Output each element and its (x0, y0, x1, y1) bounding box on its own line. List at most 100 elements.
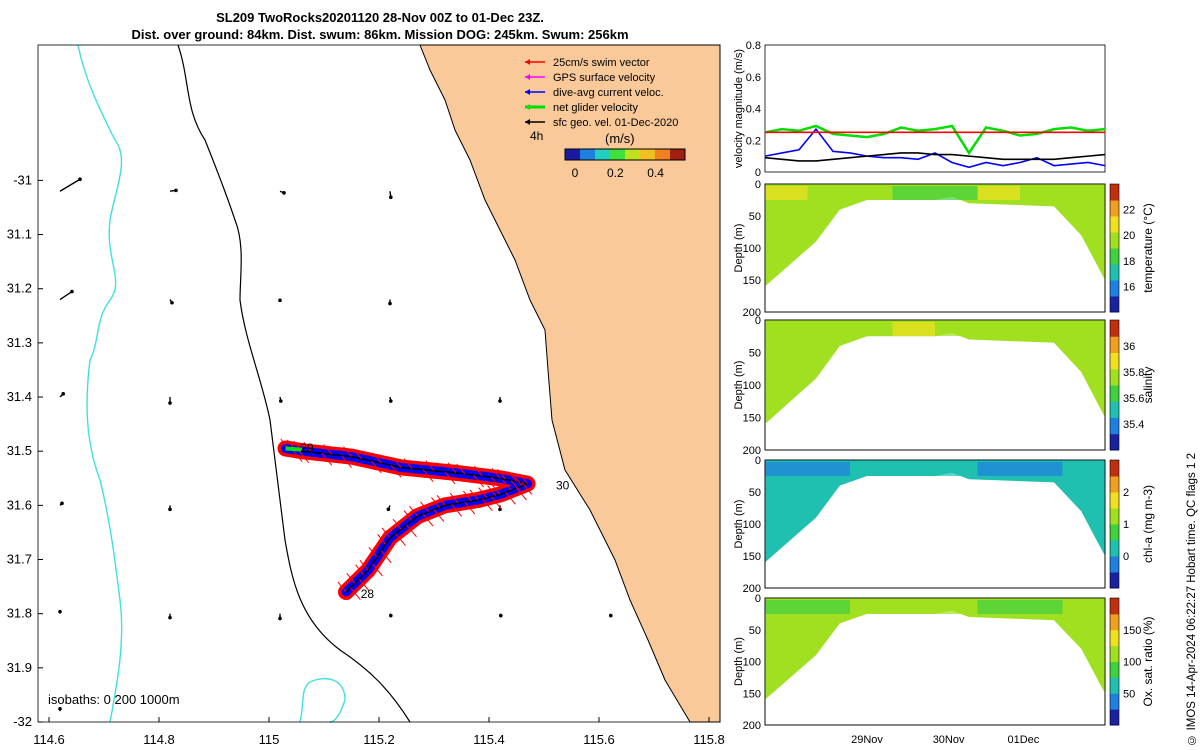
chl-a-colorbar-segment (1110, 540, 1119, 557)
temperature-colorbar-segment (1110, 200, 1119, 217)
chl-a-border (764, 459, 1106, 589)
salinity-ylabel: Depth (m) (733, 361, 745, 410)
oxygen-colorbar-segment (1110, 709, 1119, 726)
swim-vector (444, 471, 456, 485)
geo-vector-head (609, 613, 613, 618)
oxygen-band (765, 600, 808, 614)
day-label: 29 (300, 441, 314, 455)
swim-vector (291, 449, 303, 462)
isobath-1000m (77, 44, 123, 723)
chl-a-colorbar-segment (1110, 572, 1119, 589)
oxygen-band (892, 600, 935, 614)
velocity-series (764, 152, 1106, 162)
salinity-colorbar-segment (1110, 368, 1119, 386)
temperature-band (892, 186, 935, 200)
oxygen-colorbar-segment (1110, 598, 1119, 615)
oxygen-y-tick: 200 (743, 720, 761, 732)
legend-arrowhead (525, 104, 530, 110)
temperature-colorbar-tick: 18 (1123, 256, 1135, 268)
oxygen-ylabel: Depth (m) (733, 637, 745, 686)
chl-a-y-tick: 50 (749, 487, 761, 499)
colorbar-tick: 0 (572, 166, 579, 180)
geo-vector-head (389, 399, 393, 403)
salinity-colorbar-tick: 35.8 (1123, 367, 1144, 379)
chl-a-colorbar-tick: 0 (1123, 551, 1129, 563)
salinity-colorbar-segment (1110, 320, 1119, 337)
y-tick-label: 31.7 (7, 552, 32, 567)
temperature-colorbar-label: temperature (°C) (1141, 203, 1155, 293)
chl-a-y-tick: 200 (743, 583, 761, 595)
swim-vector (513, 475, 523, 487)
swim-vector (303, 441, 313, 453)
legend-label: dive-avg current veloc. (553, 87, 664, 99)
velocity-y-tick: 0.8 (746, 40, 761, 52)
salinity-colorbar-tick: 35.6 (1123, 393, 1144, 405)
salinity-y-tick: 50 (749, 348, 761, 360)
swim-vector (353, 448, 362, 460)
swim-vector (403, 458, 413, 469)
oxygen-band (1020, 600, 1063, 614)
geo-vector-head (168, 507, 172, 512)
colorbar-frame (564, 148, 686, 161)
colorbar-segment (595, 149, 611, 160)
chl-a-colorbar-frame (1109, 459, 1120, 589)
oxygen-band (807, 600, 850, 614)
chl-a-band (892, 462, 935, 476)
swim-vector (341, 455, 352, 468)
geo-vector (59, 290, 73, 301)
salinity-colorbar-segment (1110, 352, 1119, 370)
legend-scale-label: 4h (530, 129, 543, 143)
swim-vector (487, 485, 496, 496)
colorbar-label: (m/s) (605, 131, 635, 146)
footer-credit: © IMOS 14-Apr-2024 06:22:27 Hobart time.… (1186, 453, 1198, 746)
oxygen-colorbar-segment (1110, 645, 1119, 662)
geo-vector-head (58, 609, 62, 614)
chl-a-band (977, 462, 1020, 476)
salinity-colorbar-segment (1110, 401, 1119, 418)
temperature-band (935, 186, 978, 200)
swim-vector (409, 505, 418, 517)
geo-vector-head (78, 177, 82, 182)
chl-a-y-tick: 150 (743, 551, 761, 563)
temperature-y-tick: 50 (749, 211, 761, 223)
geo-vector-head (282, 191, 286, 195)
chl-a-colorbar-segment (1110, 524, 1119, 541)
swim-vector (298, 450, 310, 463)
net-velocity-start (285, 446, 303, 452)
swim-vector (372, 563, 383, 577)
x-tick-label: 115.2 (363, 732, 395, 747)
y-tick-label: 31.1 (7, 227, 32, 242)
chl-a-band (935, 462, 978, 476)
velocity-series (764, 127, 1106, 169)
salinity-colorbar-tick: 36 (1123, 341, 1135, 353)
x-tick-label: 114.8 (143, 732, 175, 747)
temperature-colorbar-segment (1110, 184, 1119, 201)
colorbar-tick: 0.4 (647, 166, 664, 180)
temperature-colorbar-segment (1110, 280, 1119, 297)
swim-vector (490, 476, 502, 490)
y-tick-label: 31.2 (7, 281, 32, 296)
chart-title-line1: SL209 TwoRocks20201120 28-Nov 00Z to 01-… (216, 10, 544, 25)
oxygen-x-tick: 01Dec (1008, 734, 1040, 746)
salinity-colorbar-segment (1110, 385, 1119, 402)
temperature-y-tick: 100 (743, 243, 761, 255)
velocity-y-tick: 0.4 (746, 104, 761, 116)
swim-vector (355, 564, 364, 575)
swim-vector (403, 510, 413, 521)
swim-vector (521, 482, 533, 495)
swim-vector (473, 474, 484, 488)
temperature-band (977, 186, 1020, 200)
temperature-colorbar-segment (1110, 216, 1119, 233)
chl-a-colorbar-segment (1110, 476, 1119, 493)
swim-vector (433, 509, 445, 523)
swim-vector (482, 498, 493, 512)
salinity-band (807, 322, 850, 336)
salinity-y-tick: 0 (755, 315, 761, 327)
temperature-border (764, 183, 1106, 313)
temperature-colorbar-segment (1110, 296, 1119, 313)
oxygen-y-tick: 50 (749, 625, 761, 637)
colorbar-segment (625, 149, 641, 160)
colorbar-tick: 0.2 (607, 166, 624, 180)
salinity-band (977, 322, 1020, 336)
oxygen-y-tick: 0 (755, 593, 761, 605)
